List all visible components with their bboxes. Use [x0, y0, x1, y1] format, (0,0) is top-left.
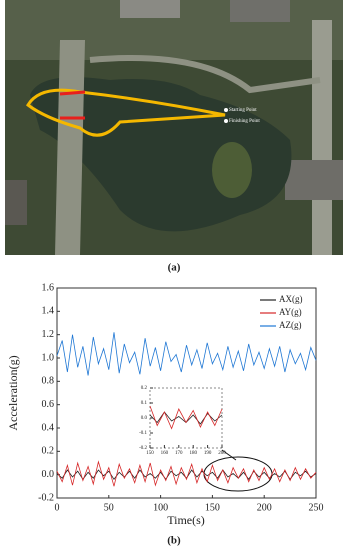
x-tick-label: 100	[153, 502, 168, 513]
zoom-arrow	[221, 449, 237, 461]
y-tick-label: 1.0	[42, 352, 55, 363]
x-tick-label: 50	[104, 502, 114, 513]
y-tick-label: -0.1	[139, 431, 147, 436]
y-tick-label: 0.4	[42, 422, 55, 433]
y-tick-label: 0.2	[141, 386, 148, 391]
x-tick-label: 150	[146, 451, 154, 456]
series-line	[149, 405, 223, 430]
satellite-image: Starting Point Finishing Point	[5, 0, 343, 255]
start-label: Starting Point	[229, 108, 257, 113]
y-tick-label: 0.8	[42, 376, 55, 387]
y-tick-label: 0.0	[42, 469, 55, 480]
x-tick-label: 170	[175, 451, 183, 456]
y-tick-label: 1.6	[42, 282, 55, 293]
caption-a: (a)	[168, 262, 181, 274]
caption-b: (b)	[167, 535, 181, 547]
y-tick-label: 1.4	[42, 306, 55, 317]
x-tick-label: 0	[55, 502, 60, 513]
legend-label: AZ(g)	[279, 320, 302, 330]
y-axis-label: Acceleration(g)	[6, 355, 20, 430]
x-tick-label: 190	[204, 451, 212, 456]
y-tick-label: 1.2	[42, 329, 55, 340]
x-axis-label: Time(s)	[167, 513, 205, 527]
x-tick-label: 200	[257, 502, 272, 513]
x-tick-label: 180	[189, 451, 197, 456]
series-line	[56, 332, 317, 376]
series-line	[56, 460, 317, 487]
y-tick-label: 0.6	[42, 399, 55, 410]
y-tick-label: -0.2	[139, 446, 147, 451]
plot-frame	[56, 287, 317, 499]
finish-label: Finishing Point	[229, 119, 260, 124]
x-tick-label: 250	[309, 502, 324, 513]
y-tick-label: 0.1	[141, 401, 148, 406]
legend-label: AY(g)	[279, 307, 302, 317]
y-tick-label: -0.2	[38, 492, 54, 503]
y-tick-label: 0.2	[42, 446, 55, 457]
y-tick-label: 0.0	[141, 416, 148, 421]
x-tick-label: 150	[205, 502, 220, 513]
x-tick-label: 160	[161, 451, 169, 456]
legend-label: AX(g)	[279, 294, 303, 304]
x-tick-label: 200	[218, 451, 226, 456]
